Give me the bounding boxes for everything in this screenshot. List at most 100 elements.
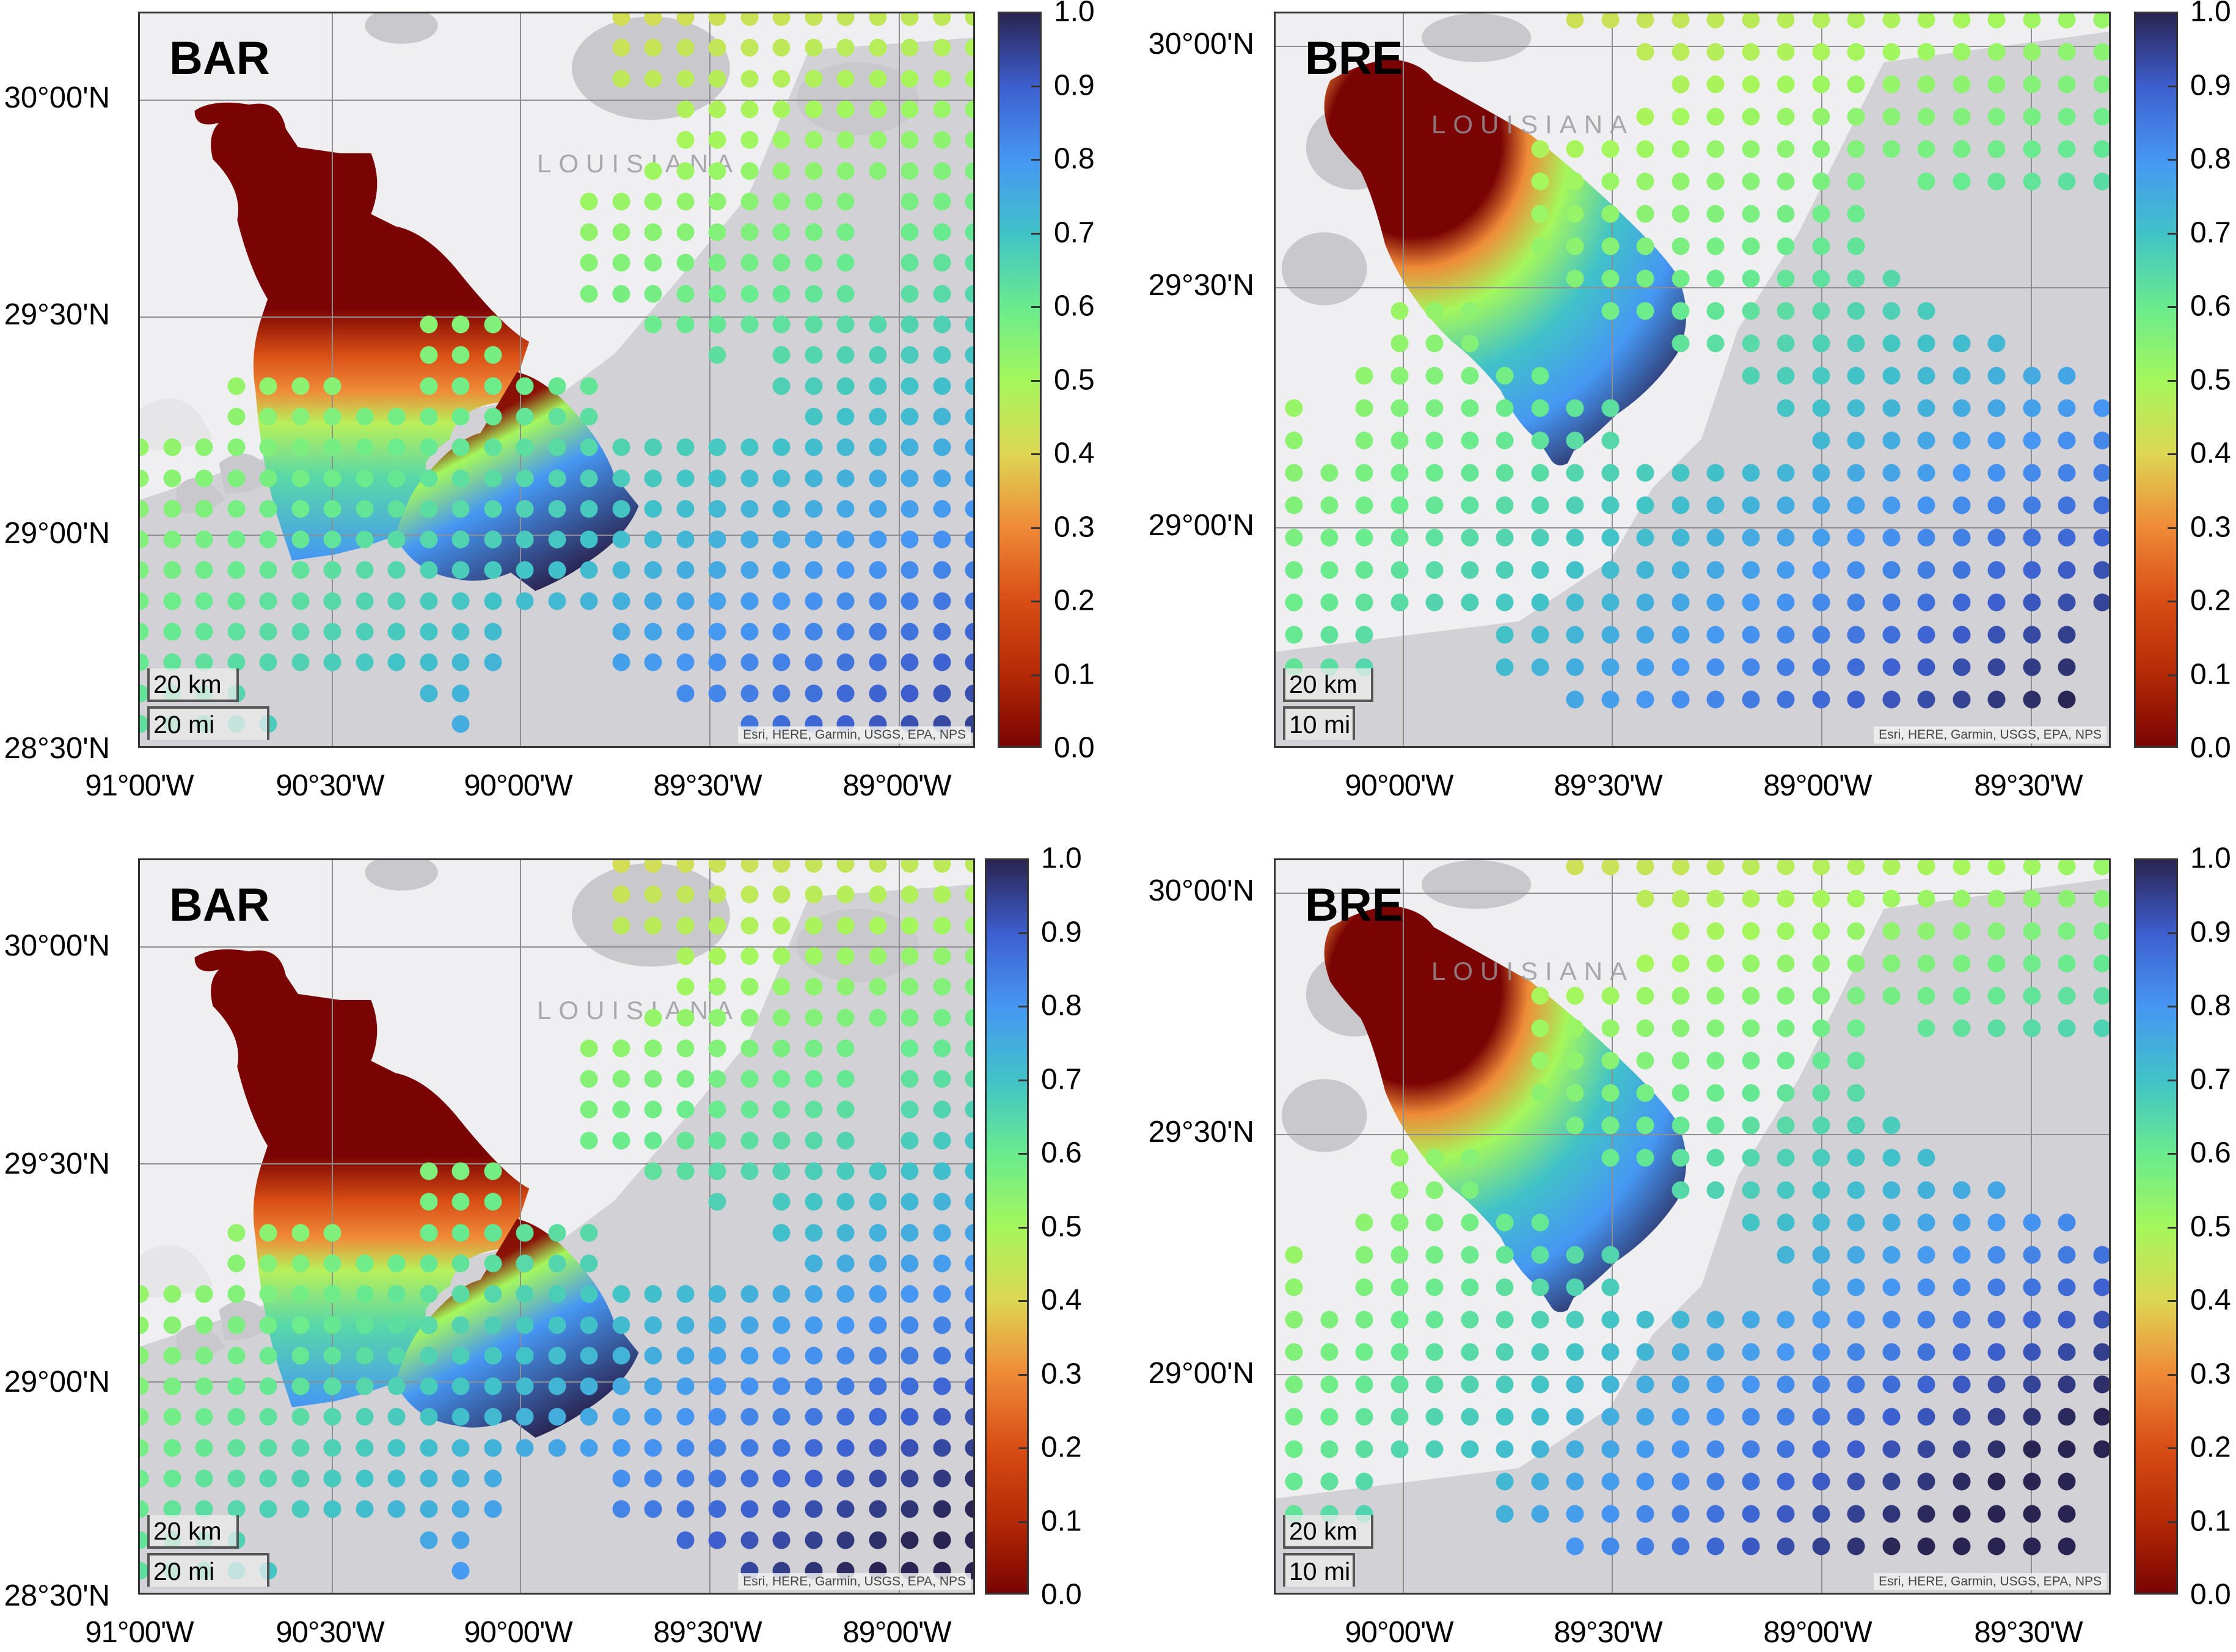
sample-point (1425, 431, 1444, 450)
sample-point (1777, 1181, 1795, 1199)
sample-point (1742, 302, 1759, 320)
colorbar-tick (2168, 159, 2176, 161)
sample-point (2093, 75, 2109, 93)
sample-point (708, 500, 726, 518)
sample-point (2058, 922, 2076, 940)
sample-point (291, 1408, 309, 1426)
sample-point (1672, 75, 1689, 93)
x-axis-tick-label: 90°00'W (464, 769, 572, 802)
sample-point (1987, 528, 2006, 547)
sample-point (836, 100, 855, 119)
sample-point (1917, 1181, 1935, 1199)
sample-point (1812, 593, 1830, 612)
sample-point (965, 1254, 973, 1273)
sample-point (1777, 205, 1795, 223)
x-axis-tick-label: 89°30'W (653, 1616, 762, 1649)
sample-point (548, 408, 566, 426)
sample-point (1320, 496, 1338, 514)
sample-point (1987, 1537, 2006, 1555)
sample-point (1566, 1505, 1584, 1523)
map-attribution: Esri, HERE, Garmin, USGS, EPA, NPS (1874, 1573, 2106, 1590)
sample-point (1672, 464, 1689, 482)
sample-point (1987, 987, 2006, 1005)
sample-point (805, 1377, 822, 1395)
sample-point (1847, 1440, 1865, 1458)
sample-point (1461, 1310, 1478, 1329)
sample-point (1953, 43, 1970, 61)
colorbar-tick-label: 1.0 (2190, 842, 2231, 875)
sample-point (612, 885, 630, 904)
sample-point (772, 254, 791, 272)
sample-point (1987, 922, 2006, 940)
sample-point (140, 1347, 149, 1365)
sample-point (1636, 987, 1654, 1005)
sample-point (740, 1377, 758, 1395)
sample-point (1742, 140, 1759, 158)
sample-point (1777, 13, 1795, 29)
sample-point (516, 1377, 534, 1395)
sample-point (451, 469, 470, 487)
sample-point (676, 13, 694, 26)
sample-point (644, 1500, 662, 1518)
sample-point (1917, 528, 1935, 547)
sample-point (644, 1439, 662, 1457)
sample-point (805, 1039, 822, 1058)
sample-point (420, 1316, 437, 1334)
colorbar-tick-label: 0.6 (1041, 1136, 1082, 1169)
sample-point (580, 377, 598, 395)
sample-point (1987, 367, 2006, 385)
sample-point (1882, 987, 1900, 1005)
sample-point (708, 978, 726, 996)
sample-point (1987, 1440, 2006, 1458)
sample-point (195, 1439, 213, 1457)
sample-point (965, 1469, 973, 1488)
colorbar-tick (2168, 1079, 2176, 1081)
sample-point (323, 1500, 342, 1518)
sample-point (805, 100, 822, 119)
sample-point (805, 1070, 822, 1088)
sample-point (1812, 1343, 1830, 1361)
sample-point (1636, 1375, 1654, 1394)
sample-point (1882, 690, 1900, 709)
map-label-louisiana: LOUISIANA (1431, 957, 1635, 985)
sample-point (1917, 1537, 1935, 1555)
sample-point (1812, 528, 1830, 547)
sample-point (1636, 1408, 1654, 1426)
sample-point (2093, 890, 2109, 908)
sample-point (516, 530, 534, 549)
sample-point (140, 1377, 149, 1395)
sample-point (1847, 205, 1865, 223)
sample-point (163, 1500, 181, 1518)
sample-point (1987, 690, 2006, 709)
sample-point (1285, 1278, 1303, 1296)
sample-point (1320, 1408, 1338, 1426)
sample-point (869, 885, 886, 904)
sample-point (1601, 1343, 1619, 1361)
sample-point (1847, 1408, 1865, 1426)
sample-point (356, 1408, 373, 1426)
sample-point (195, 592, 213, 610)
sample-point (1742, 1181, 1759, 1199)
sample-point (1917, 561, 1935, 579)
sample-point (323, 408, 342, 426)
sample-point (836, 530, 855, 549)
sample-point (1425, 1278, 1444, 1296)
sample-point (1672, 593, 1689, 612)
sample-point (1987, 43, 2006, 61)
sample-point (644, 1316, 662, 1334)
sample-point (1917, 658, 1935, 676)
sample-point (901, 223, 919, 241)
sample-point (2058, 890, 2076, 908)
sample-point (933, 561, 951, 579)
sample-point (1917, 399, 1935, 417)
sample-point (1706, 1051, 1725, 1070)
sample-point (1742, 658, 1759, 676)
sample-point (1601, 690, 1619, 709)
sample-point (1636, 890, 1654, 908)
sample-point (708, 1500, 726, 1518)
sample-point (1425, 1408, 1444, 1426)
sample-point (740, 70, 758, 88)
sample-point (1777, 954, 1795, 973)
sample-point (965, 1285, 973, 1303)
sample-point (1777, 1375, 1795, 1394)
